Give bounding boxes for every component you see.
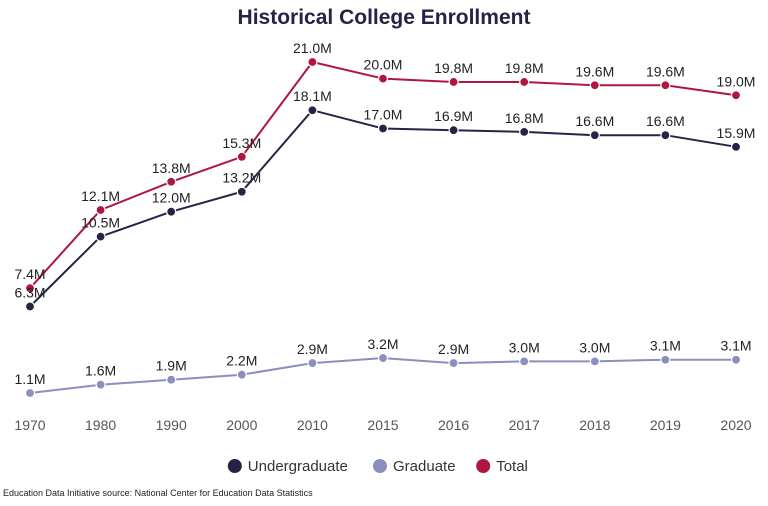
undergraduate-point — [660, 130, 671, 141]
legend-label-graduate: Graduate — [393, 458, 456, 475]
x-tick-label: 2019 — [650, 417, 681, 433]
graduate-point — [236, 369, 247, 380]
graduate-point — [95, 379, 106, 390]
total-data-label: 13.8M — [152, 160, 191, 176]
total-data-label: 19.0M — [717, 73, 756, 89]
total-point — [236, 151, 247, 162]
undergraduate-point — [730, 141, 742, 152]
graduate-data-label: 2.2M — [226, 353, 257, 369]
x-tick-label: 1980 — [85, 417, 116, 433]
undergraduate-data-label: 15.9M — [717, 125, 756, 141]
x-axis: 1970 1980 1990 2000 2010 2015 2016 2017 2018 2019… — [14, 417, 751, 433]
graduate-point — [660, 354, 671, 365]
undergraduate-point — [519, 126, 530, 137]
undergraduate-data-label: 12.0M — [152, 190, 191, 206]
total-point — [448, 76, 459, 88]
total-point — [24, 283, 36, 294]
graduate-point — [166, 374, 177, 385]
legend-marker-undergraduate — [227, 459, 242, 473]
legend-label-undergraduate: Undergraduate — [248, 458, 348, 475]
undergraduate-point — [589, 130, 600, 141]
chart-title: Historical College Enrollment — [237, 6, 531, 29]
x-tick-label: 1970 — [14, 417, 45, 433]
undergraduate-data-label: 16.6M — [575, 113, 614, 129]
total-data-label: 15.3M — [222, 135, 261, 151]
graduate-data-label: 3.1M — [720, 338, 751, 354]
graduate-data-label: 3.0M — [509, 339, 540, 355]
graduate-data-label: 1.6M — [85, 363, 116, 379]
legend-label-total: Total — [496, 458, 528, 475]
legend-marker-graduate — [373, 459, 387, 473]
graduate-point — [24, 387, 36, 399]
legend-marker-total — [476, 459, 491, 473]
total-point — [166, 176, 177, 187]
graduate-data-label: 1.1M — [14, 371, 45, 387]
x-tick-label: 2015 — [367, 417, 398, 433]
total-point — [589, 80, 600, 91]
graduate-point — [448, 357, 459, 369]
total-data-label: 19.6M — [575, 63, 614, 79]
undergraduate-line — [29, 109, 737, 308]
undergraduate-data-label: 6.3M — [14, 285, 45, 301]
graduate-data-label: 3.2M — [367, 336, 398, 352]
undergraduate-point — [377, 123, 389, 134]
undergraduate-data-label: 16.6M — [646, 113, 685, 129]
undergraduate-point — [307, 105, 318, 116]
undergraduate-data-label: 18.1M — [293, 88, 332, 104]
undergraduate-data-label: 16.8M — [505, 110, 544, 126]
total-point — [519, 76, 530, 88]
total-data-label: 20.0M — [364, 57, 403, 73]
series-points — [24, 56, 742, 399]
graduate-data-label: 3.0M — [579, 339, 610, 355]
data-labels: 6.3M 10.5M 12.0M 13.2M 18.1M 17.0M 16.9M 16.8M 1… — [14, 40, 755, 387]
x-tick-label: 2017 — [509, 417, 540, 433]
total-point — [660, 80, 671, 91]
graduate-line — [29, 357, 736, 394]
undergraduate-point — [95, 231, 106, 242]
legend-item-graduate[interactable]: Graduate — [373, 458, 456, 475]
x-tick-label: 2010 — [297, 417, 328, 433]
source-note: Education Data Initiative source: Nation… — [3, 488, 313, 498]
total-data-label: 7.4M — [14, 266, 45, 282]
graduate-point — [589, 356, 600, 367]
graduate-point — [730, 354, 742, 365]
legend-item-undergraduate[interactable]: Undergraduate — [227, 458, 348, 475]
total-point — [730, 90, 742, 101]
total-data-label: 19.6M — [646, 63, 685, 79]
graduate-point — [519, 356, 530, 367]
graduate-data-label: 2.9M — [438, 341, 469, 357]
total-line — [29, 60, 737, 289]
total-data-label: 21.0M — [293, 40, 332, 56]
total-data-label: 19.8M — [505, 60, 544, 76]
total-point — [95, 204, 106, 216]
graduate-data-label: 3.1M — [650, 338, 681, 354]
total-data-label: 19.8M — [434, 60, 473, 76]
undergraduate-point — [24, 301, 36, 312]
total-data-label: 12.1M — [81, 188, 120, 204]
total-point — [377, 73, 389, 84]
undergraduate-point — [448, 125, 459, 136]
undergraduate-point — [236, 186, 247, 197]
graduate-point — [377, 352, 389, 364]
undergraduate-data-label: 10.5M — [81, 215, 120, 231]
x-tick-label: 2000 — [226, 417, 257, 433]
legend-item-total[interactable]: Total — [476, 458, 528, 475]
legend: Undergraduate Graduate Total — [227, 458, 528, 475]
graduate-data-label: 1.9M — [156, 358, 187, 374]
undergraduate-data-label: 16.9M — [434, 108, 473, 124]
graduate-point — [307, 357, 318, 369]
graduate-data-label: 2.9M — [297, 341, 328, 357]
total-point — [307, 56, 318, 68]
x-tick-label: 2016 — [438, 417, 469, 433]
undergraduate-data-label: 17.0M — [364, 107, 403, 123]
x-tick-label: 1990 — [156, 417, 187, 433]
x-tick-label: 2020 — [720, 417, 751, 433]
undergraduate-data-label: 13.2M — [222, 170, 261, 186]
undergraduate-point — [166, 206, 177, 217]
x-tick-label: 2018 — [579, 417, 610, 433]
